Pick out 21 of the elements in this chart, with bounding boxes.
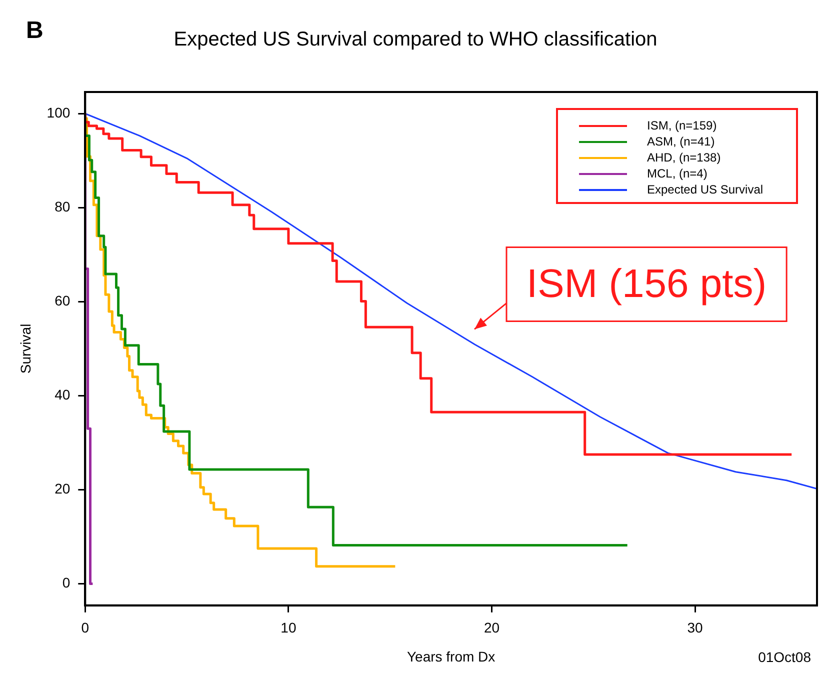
text: B [26, 17, 44, 44]
legend-label: ASM, (n=41) [647, 134, 715, 148]
x-tick-label: 20 [484, 620, 500, 636]
text: 01Oct08 [758, 649, 812, 665]
x-tick-label: 30 [687, 620, 704, 636]
y-tick-label: 20 [54, 480, 70, 497]
legend-label: MCL, (n=4) [647, 166, 708, 180]
y-tick-label: 100 [46, 104, 70, 120]
x-tick-label: 10 [280, 620, 296, 636]
chart-title: Expected US Survival compared to WHO classification [174, 28, 658, 51]
y-tick-label: 60 [54, 292, 70, 309]
x-tick-label: 0 [81, 620, 90, 636]
legend-label: ISM, (n=159) [647, 118, 717, 132]
legend-label: AHD, (n=138) [647, 150, 721, 164]
y-tick-label: 0 [62, 574, 70, 591]
y-axis-title: Survival [17, 324, 34, 374]
y-tick-label: 80 [54, 198, 70, 215]
legend-label: Expected US Survival [647, 182, 764, 196]
annotation: ISM (156 pts) [526, 262, 767, 306]
y-tick-label: 40 [54, 386, 70, 403]
x-axis-title: Years from Dx [406, 648, 496, 664]
